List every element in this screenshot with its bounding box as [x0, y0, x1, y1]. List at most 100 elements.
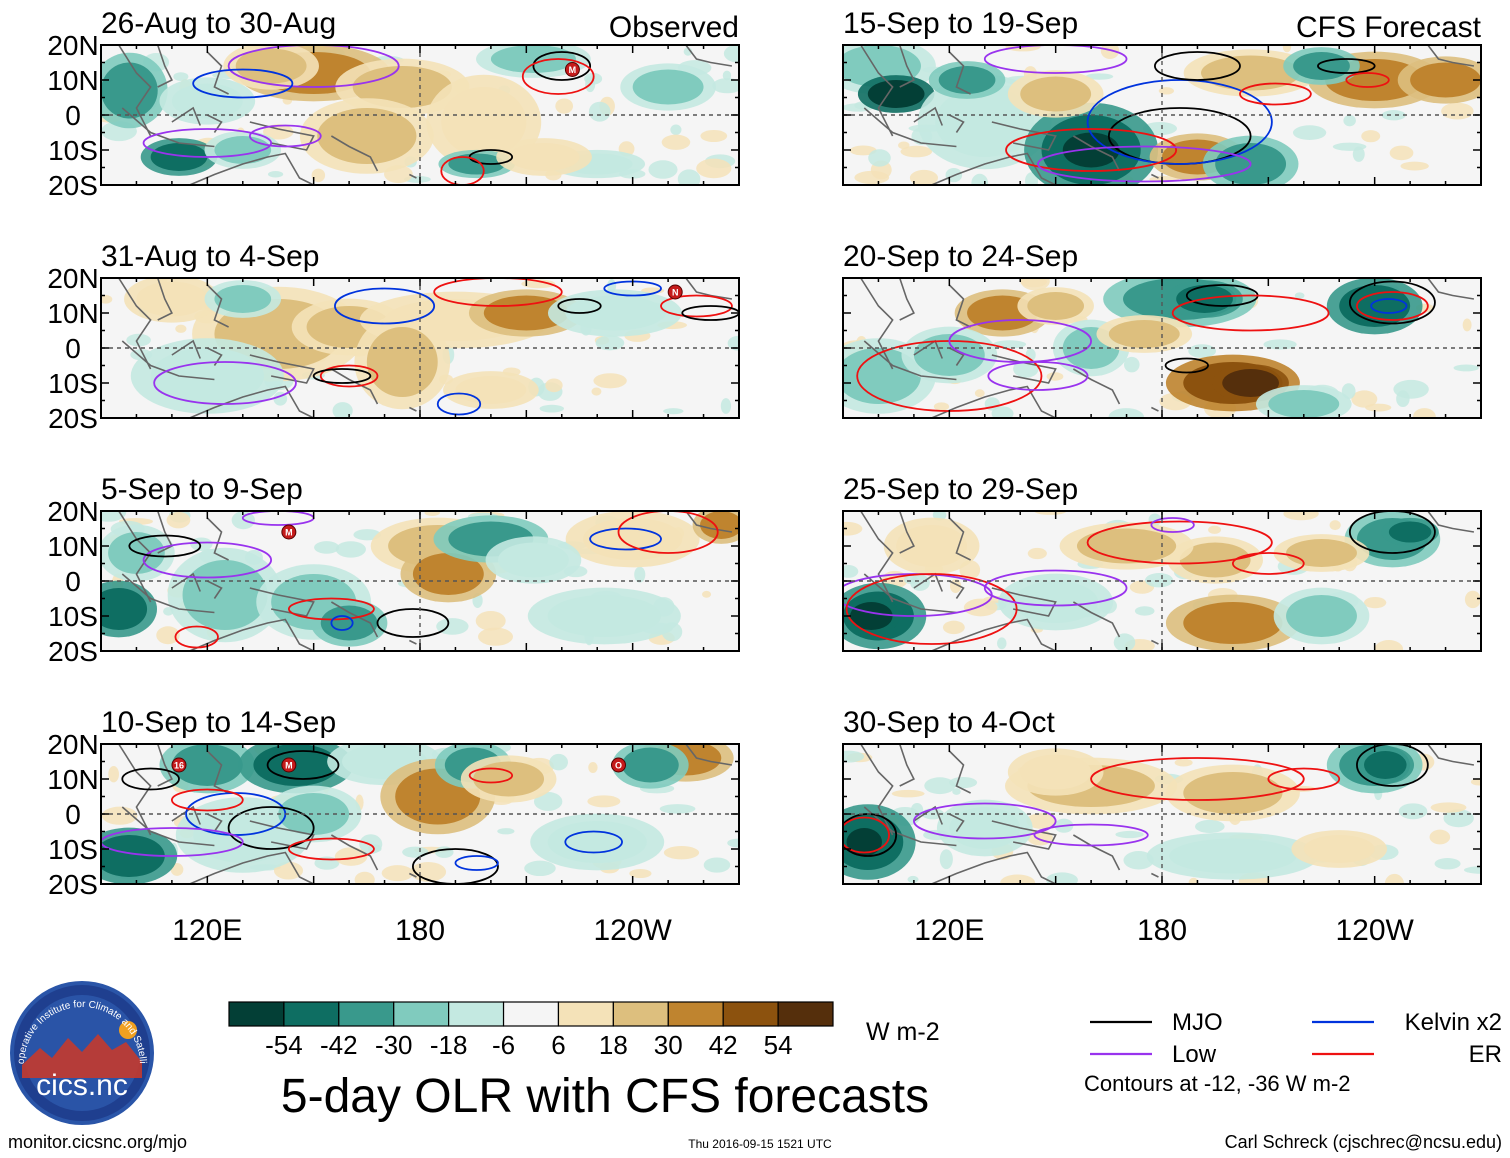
footer-url: monitor.cicsnc.org/mjo [8, 1132, 187, 1152]
olr-speckle [992, 340, 1027, 349]
legend-label: Low [1172, 1041, 1217, 1068]
olr-anomaly [938, 66, 996, 94]
coastline [118, 45, 152, 137]
wave-contour [1356, 291, 1429, 321]
panel-6: 20-Sep to 24-Sep [842, 240, 1482, 419]
olr-speckle [974, 389, 985, 398]
y-tick-label: 20S [48, 636, 98, 667]
olr-speckle [1085, 73, 1114, 80]
wave-contour [681, 305, 739, 321]
olr-speckle [1470, 778, 1481, 786]
panel-period: 25-Sep to 29-Sep [843, 473, 1078, 506]
olr-anomaly [867, 80, 925, 108]
olr-speckle [843, 565, 859, 578]
wave-contour [192, 68, 294, 99]
olr-speckle [1208, 525, 1222, 534]
panels-layer: 26-Aug to 30-Aug ObservedM20N10N010S20S31… [47, 7, 1482, 900]
coastline [913, 106, 943, 126]
coastline [948, 517, 971, 561]
olr-anomaly [182, 560, 268, 630]
coastline [206, 51, 229, 95]
panel-source-label: CFS Forecast [1296, 11, 1482, 44]
coastline [898, 45, 915, 88]
footer-timestamp: Thu 2016-09-15 1521 UTC [688, 1137, 832, 1151]
olr-speckle [1194, 819, 1225, 834]
olr-speckle [1174, 758, 1193, 767]
olr-anomaly [565, 295, 665, 331]
coastline [931, 851, 1057, 884]
coastline [991, 121, 1057, 151]
olr-speckle [354, 871, 375, 884]
storm-marker-label: M [285, 528, 293, 538]
olr-speckle [991, 406, 1014, 418]
olr-anomaly [935, 87, 1035, 157]
colorbar-swatch [667, 1001, 724, 1027]
coastline [685, 45, 733, 67]
olr-anomaly [1183, 772, 1283, 814]
logo-text: cics.nc [36, 1069, 128, 1102]
panel-8: 30-Sep to 4-Oct [842, 706, 1482, 885]
olr-speckle [696, 158, 732, 179]
colorbar-swatch [283, 1001, 340, 1027]
storm-marker-symbol [610, 757, 626, 773]
coastline [948, 284, 971, 328]
storm-marker-label: M [569, 65, 577, 75]
colorbar-tick-label: -42 [320, 1030, 358, 1060]
olr-speckle [1429, 829, 1451, 845]
olr-speckle [907, 875, 919, 883]
olr-anomaly [412, 553, 484, 595]
olr-anomaly [1108, 320, 1180, 348]
olr-speckle [1046, 872, 1078, 884]
storm-marker-symbol [667, 284, 683, 300]
olr-speckle [1374, 640, 1404, 651]
y-tick-label: 20N [47, 30, 98, 61]
wave-contour [101, 827, 244, 857]
olr-speckle [910, 574, 930, 591]
wave-contour [174, 625, 219, 649]
olr-speckle [1123, 356, 1140, 373]
wave-contour [532, 51, 592, 81]
coastline [1427, 278, 1475, 300]
olr-speckle [933, 402, 950, 411]
olr-speckle [1283, 511, 1319, 521]
wave-contour [454, 855, 499, 871]
olr-speckle [1113, 633, 1136, 651]
olr-speckle [126, 333, 151, 347]
olr-speckle [173, 72, 189, 82]
olr-speckle [1134, 606, 1155, 616]
olr-anomaly [171, 744, 243, 786]
coastline [156, 744, 173, 787]
storm-marker-symbol [171, 757, 187, 773]
olr-speckle [1343, 114, 1356, 127]
olr-speckle [1292, 125, 1327, 140]
wave-contour [1231, 552, 1305, 575]
olr-speckle [1464, 590, 1481, 609]
olr-speckle [1463, 866, 1481, 874]
olr-anomaly [1200, 55, 1301, 91]
wave-contour [1370, 298, 1408, 314]
olr-anomaly [1183, 602, 1283, 644]
olr-speckle [156, 626, 180, 645]
olr-anomaly [150, 143, 208, 171]
wave-contour [564, 830, 623, 854]
panel-1: 26-Aug to 30-Aug Observed M 20N 10N 0 10S 20S [47, 7, 740, 201]
wave-contour [1037, 145, 1252, 183]
olr-speckle [1434, 858, 1461, 870]
colorbar-swatch [612, 1001, 669, 1027]
coastline [189, 385, 315, 418]
x-tick-label: 120E [172, 914, 242, 947]
legend-item: MJO [1090, 1009, 1223, 1036]
wave-contour [589, 527, 662, 551]
olr-speckle [1026, 813, 1057, 829]
coastline [409, 872, 417, 878]
wave-contour [1033, 823, 1149, 847]
wave-contour [987, 361, 1089, 391]
olr-speckle [1430, 802, 1467, 813]
storm-marker-symbol [281, 757, 297, 773]
olr-anomaly [1179, 542, 1251, 578]
olr-anomaly [235, 48, 307, 84]
panel-period: 20-Sep to 24-Sep [843, 240, 1078, 273]
olr-speckle [1351, 390, 1378, 408]
wave-contour [1239, 82, 1312, 106]
olr-speckle [648, 160, 678, 179]
